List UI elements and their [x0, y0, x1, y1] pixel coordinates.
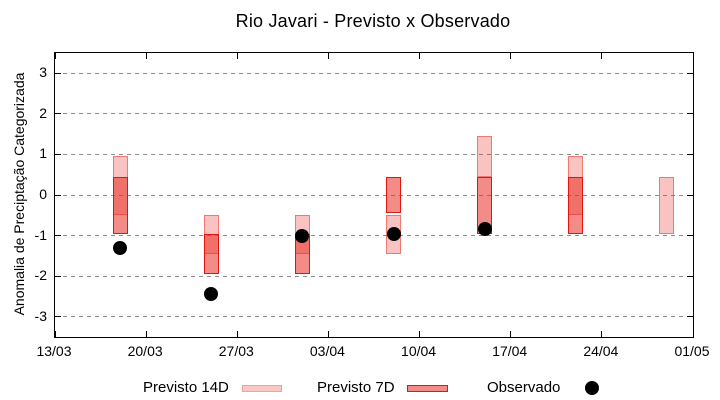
- gridline: [55, 153, 693, 155]
- x-tick-mark: [145, 53, 147, 59]
- x-tick-mark: [327, 53, 329, 59]
- y-tick-mark: [687, 235, 693, 237]
- plot-area: [54, 52, 694, 338]
- x-tick-mark: [692, 53, 694, 59]
- observed-dot: [477, 222, 492, 237]
- observed-dot: [113, 240, 128, 255]
- x-tick-label: 24/04: [583, 343, 619, 359]
- y-tick-mark: [55, 194, 61, 196]
- y-tick-mark: [687, 113, 693, 115]
- forecast-14d-bar: [659, 176, 675, 234]
- y-tick-mark: [55, 113, 61, 115]
- y-tick-mark: [687, 275, 693, 277]
- forecast-7d-bar: [112, 176, 128, 234]
- chart-title: Rio Javari - Previsto x Observado: [235, 11, 511, 31]
- forecast-7d-bar: [203, 233, 219, 275]
- y-tick-mark: [55, 316, 61, 318]
- legend-swatch-previsto-14d-icon: [242, 385, 282, 392]
- x-tick-mark: [54, 53, 56, 59]
- x-tick-label: 03/04: [309, 343, 345, 359]
- x-tick-mark: [236, 331, 238, 337]
- x-tick-label: 01/05: [674, 343, 710, 359]
- x-tick-mark: [419, 331, 421, 337]
- gridline: [55, 235, 693, 237]
- y-tick-mark: [55, 153, 61, 155]
- x-tick-mark: [692, 331, 694, 337]
- legend-label-previsto-14d: Previsto 14D: [143, 379, 229, 396]
- observed-dot: [204, 287, 219, 302]
- observed-dot: [386, 226, 401, 241]
- x-tick-label: 20/03: [127, 343, 163, 359]
- y-tick-mark: [55, 235, 61, 237]
- gridline: [55, 194, 693, 196]
- x-tick-label: 27/03: [218, 343, 254, 359]
- forecast-14d-bar: [477, 136, 493, 177]
- y-tick-mark: [55, 275, 61, 277]
- x-tick-mark: [601, 53, 603, 59]
- x-tick-mark: [510, 53, 512, 59]
- x-tick-label: 17/04: [492, 343, 528, 359]
- x-tick-mark: [419, 53, 421, 59]
- gridline: [55, 113, 693, 115]
- y-tick-mark: [687, 72, 693, 74]
- observed-dot: [295, 228, 310, 243]
- y-tick-mark: [687, 316, 693, 318]
- y-axis-label: Anomalia de Preciptação Categorizada: [11, 72, 27, 316]
- x-tick-mark: [510, 331, 512, 337]
- x-tick-mark: [601, 331, 603, 337]
- gridline: [55, 72, 693, 74]
- forecast-7d-bar: [386, 176, 402, 214]
- legend-observado-dot-icon: [585, 381, 599, 395]
- y-tick-mark: [55, 72, 61, 74]
- x-tick-mark: [236, 53, 238, 59]
- x-tick-mark: [54, 331, 56, 337]
- legend-label-observado: Observado: [487, 379, 561, 396]
- legend-swatch-previsto-7d-icon: [407, 385, 448, 392]
- gridline: [55, 316, 693, 318]
- x-tick-mark: [327, 331, 329, 337]
- x-tick-mark: [145, 331, 147, 337]
- gridline: [55, 275, 693, 277]
- x-tick-label: 10/04: [401, 343, 437, 359]
- y-tick-mark: [687, 194, 693, 196]
- forecast-7d-bar: [568, 176, 584, 234]
- legend-label-previsto-7d: Previsto 7D: [317, 379, 395, 396]
- x-tick-label: 13/03: [36, 343, 72, 359]
- y-tick-mark: [687, 153, 693, 155]
